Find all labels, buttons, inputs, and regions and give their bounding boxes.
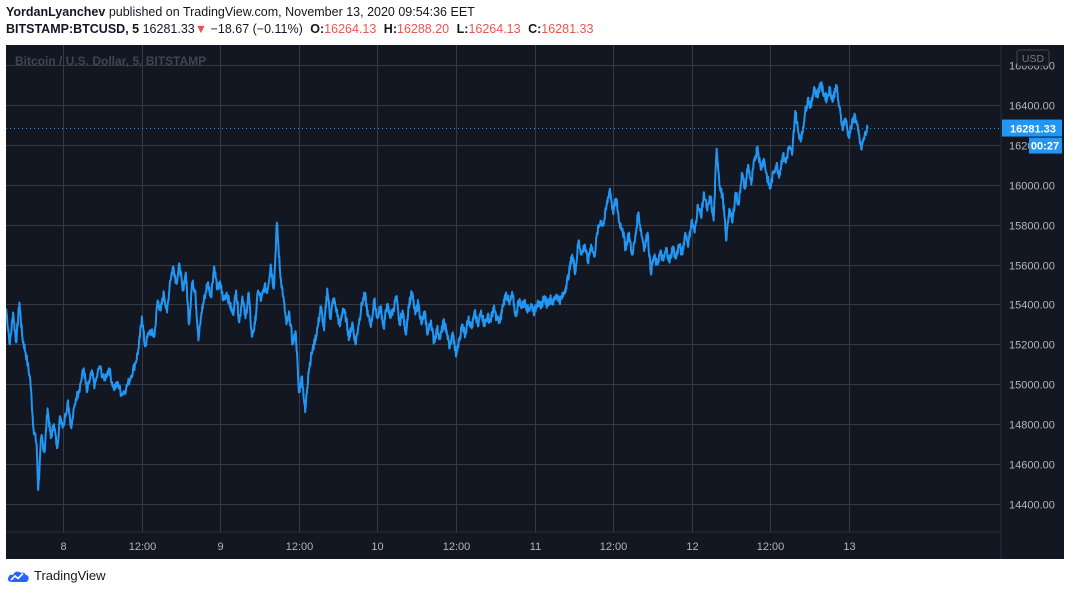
countdown-label: 00:27 xyxy=(1031,141,1059,153)
time-tick-label: 12:00 xyxy=(600,541,628,553)
series-line-btcusd xyxy=(6,81,869,492)
price-tick-label: 14600.00 xyxy=(1009,460,1055,472)
time-axis[interactable]: 8 12:00 9 12:00 10 12:00 11 12:00 12 12:00 13 xyxy=(6,531,1001,553)
chart-title: Bitcoin / U.S. Dollar, 5, BITSTAMP xyxy=(15,54,206,68)
currency-badge-box xyxy=(1016,49,1050,67)
tradingview-cloud-icon xyxy=(7,571,29,582)
open-value: 16264.13 xyxy=(324,22,377,36)
last-price-badge: 16281.33 00:27 xyxy=(1002,119,1062,154)
time-tick-label: 8 xyxy=(60,541,66,553)
low-value: 16264.13 xyxy=(468,22,521,36)
price-axis[interactable]: 14400.00 14600.00 14800.00 15000.00 15200.00… xyxy=(1000,45,1055,559)
author-name[interactable]: YordanLyanchev xyxy=(6,5,106,19)
low-label: L: xyxy=(456,22,469,36)
time-tick-label: 13 xyxy=(843,541,855,553)
price-chart[interactable]: Bitcoin / U.S. Dollar, 5, BITSTAMP 14400… xyxy=(6,45,1064,559)
footer-brand[interactable]: TradingView xyxy=(6,568,106,583)
symbol-label: BITSTAMP:BTCUSD, 5 xyxy=(6,22,140,36)
time-tick-label: 12 xyxy=(686,541,698,553)
last-price-label: 16281.33 xyxy=(1010,124,1056,136)
price-tick-label: 14400.00 xyxy=(1009,500,1055,512)
down-arrow-icon: ▼ xyxy=(194,22,208,36)
price-tick-label: 15800.00 xyxy=(1009,221,1055,233)
publish-info: YordanLyanchev published on TradingView.… xyxy=(6,5,475,19)
price-tick-label: 16000.00 xyxy=(1009,181,1055,193)
price-change: −18.67 (−0.11%) xyxy=(210,22,303,36)
last-price: 16281.33 xyxy=(142,22,195,36)
time-tick-label: 9 xyxy=(217,541,223,553)
countdown-box xyxy=(1029,137,1062,154)
currency-badge[interactable]: USD xyxy=(1016,49,1050,67)
close-value: 16281.33 xyxy=(541,22,594,36)
published-text: published on TradingView.com, November 1… xyxy=(105,5,475,19)
time-tick-label: 12:00 xyxy=(757,541,785,553)
price-tick-label: 15600.00 xyxy=(1009,261,1055,273)
brand-label: TradingView xyxy=(34,568,106,583)
time-tick-label: 11 xyxy=(530,541,541,553)
symbol-info: BITSTAMP:BTCUSD, 5 16281.33▼ −18.67 (−0.… xyxy=(6,22,593,36)
time-tick-label: 12:00 xyxy=(129,541,157,553)
time-tick-label: 10 xyxy=(371,541,383,553)
currency-label: USD xyxy=(1022,53,1045,65)
close-label: C: xyxy=(528,22,542,36)
chart-container[interactable]: Bitcoin / U.S. Dollar, 5, BITSTAMP 14400… xyxy=(6,45,1064,559)
price-tick-label: 15200.00 xyxy=(1009,340,1055,352)
price-tick-label: 16400.00 xyxy=(1009,101,1055,113)
high-label: H: xyxy=(383,22,397,36)
time-tick-label: 12:00 xyxy=(443,541,471,553)
time-tick-label: 12:00 xyxy=(286,541,314,553)
price-tick-label: 15400.00 xyxy=(1009,300,1055,312)
open-label: O: xyxy=(310,22,325,36)
price-tick-label: 14800.00 xyxy=(1009,420,1055,432)
price-tick-label: 15000.00 xyxy=(1009,380,1055,392)
last-price-box xyxy=(1002,119,1062,137)
high-value: 16288.20 xyxy=(397,22,450,36)
